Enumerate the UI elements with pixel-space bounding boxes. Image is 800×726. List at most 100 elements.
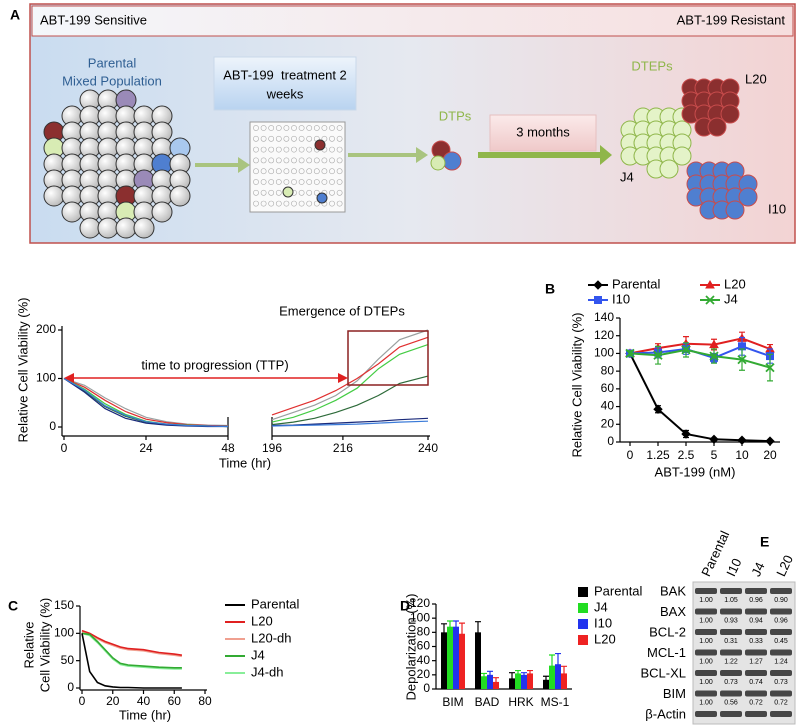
- cell: [133, 217, 155, 239]
- well: [298, 125, 305, 131]
- series-line: [271, 420, 429, 427]
- ratio: 1.27: [749, 658, 763, 665]
- y-axis-label: Depolarization (%): [403, 594, 418, 701]
- row-label: β-Actin: [645, 706, 686, 721]
- well: [329, 125, 335, 131]
- ratio: 0.93: [724, 617, 738, 624]
- well: [260, 146, 267, 153]
- y-tick-label: 40: [417, 653, 431, 667]
- well: [298, 135, 305, 142]
- well: [291, 135, 297, 142]
- ratio: 0.73: [724, 679, 738, 686]
- band: [770, 711, 792, 717]
- legend-label: L20: [594, 631, 616, 646]
- x-axis-label: Time (hr): [119, 707, 171, 722]
- marker: [765, 436, 775, 446]
- band: [695, 670, 717, 676]
- series-line: [63, 377, 229, 427]
- band: [770, 588, 792, 594]
- plate: [249, 121, 346, 213]
- well: [313, 157, 320, 164]
- dteps-label: DTEPs: [631, 58, 673, 73]
- panel-label: C: [8, 598, 18, 614]
- well: [268, 157, 275, 164]
- dtps-label: DTPs: [439, 108, 472, 123]
- series-line: [629, 337, 771, 355]
- well: [336, 125, 343, 131]
- duration-box: [489, 114, 597, 152]
- panel-label: D: [400, 598, 410, 614]
- y-tick-label: 120: [594, 328, 614, 342]
- error-bar: [521, 672, 527, 678]
- well: [298, 146, 305, 153]
- well: [313, 179, 320, 185]
- band: [720, 711, 742, 717]
- x-tick-label: BIM: [442, 695, 463, 709]
- legend-label: Parental: [594, 583, 643, 598]
- well: [306, 200, 313, 207]
- bar: [515, 673, 521, 689]
- marker: [737, 435, 747, 445]
- ratio: 0.31: [724, 638, 738, 645]
- well: [275, 135, 282, 142]
- series-line: [63, 377, 229, 428]
- legend-label: L20-dh: [251, 630, 291, 645]
- well: [321, 179, 328, 185]
- y-tick-label: 50: [61, 653, 75, 667]
- well: [329, 179, 335, 185]
- x-tick-label: 240: [418, 441, 438, 455]
- well: [313, 168, 320, 175]
- series-line: [271, 336, 429, 416]
- arrow-head: [416, 147, 428, 163]
- series-line: [81, 632, 182, 669]
- error-bar: [441, 623, 447, 642]
- band: [720, 588, 742, 594]
- band: [745, 711, 767, 717]
- x-tick-label: 5: [711, 448, 718, 462]
- well: [260, 200, 267, 207]
- well: [283, 200, 290, 207]
- arrow-head: [64, 373, 74, 383]
- band: [745, 670, 767, 676]
- bar: [475, 632, 481, 689]
- series-line: [271, 329, 429, 421]
- cell-illustration: [43, 78, 758, 239]
- well: [275, 168, 282, 175]
- well: [268, 135, 275, 142]
- well: [291, 168, 297, 175]
- duration-label: 3 months: [516, 124, 570, 139]
- bar: [527, 673, 533, 689]
- band: [695, 711, 717, 717]
- series-line: [63, 377, 229, 427]
- well: [291, 146, 297, 153]
- band: [695, 629, 717, 635]
- well: [329, 157, 335, 164]
- annotation-title: Emergence of DTEPs: [279, 303, 405, 318]
- well: [260, 135, 267, 142]
- legend-label: J4: [594, 599, 608, 614]
- well: [275, 200, 282, 207]
- well: [275, 125, 282, 131]
- well: [336, 168, 343, 175]
- well: [268, 189, 275, 196]
- ratio: 1.00: [699, 699, 713, 706]
- arrow-head: [338, 373, 348, 383]
- well: [321, 125, 328, 131]
- cell: [314, 139, 326, 151]
- band: [695, 588, 717, 594]
- series-line: [81, 632, 182, 670]
- column-label: I10: [723, 556, 744, 579]
- y-tick-label: 60: [417, 639, 431, 653]
- well: [291, 179, 297, 185]
- marker: [737, 354, 747, 365]
- error-bar: [509, 672, 515, 685]
- well: [253, 125, 259, 131]
- bar: [555, 664, 561, 689]
- bar: [481, 676, 487, 689]
- bar: [441, 632, 447, 689]
- x-tick-label: 216: [333, 441, 353, 455]
- well: [283, 135, 290, 142]
- well: [275, 189, 282, 196]
- well: [329, 146, 335, 153]
